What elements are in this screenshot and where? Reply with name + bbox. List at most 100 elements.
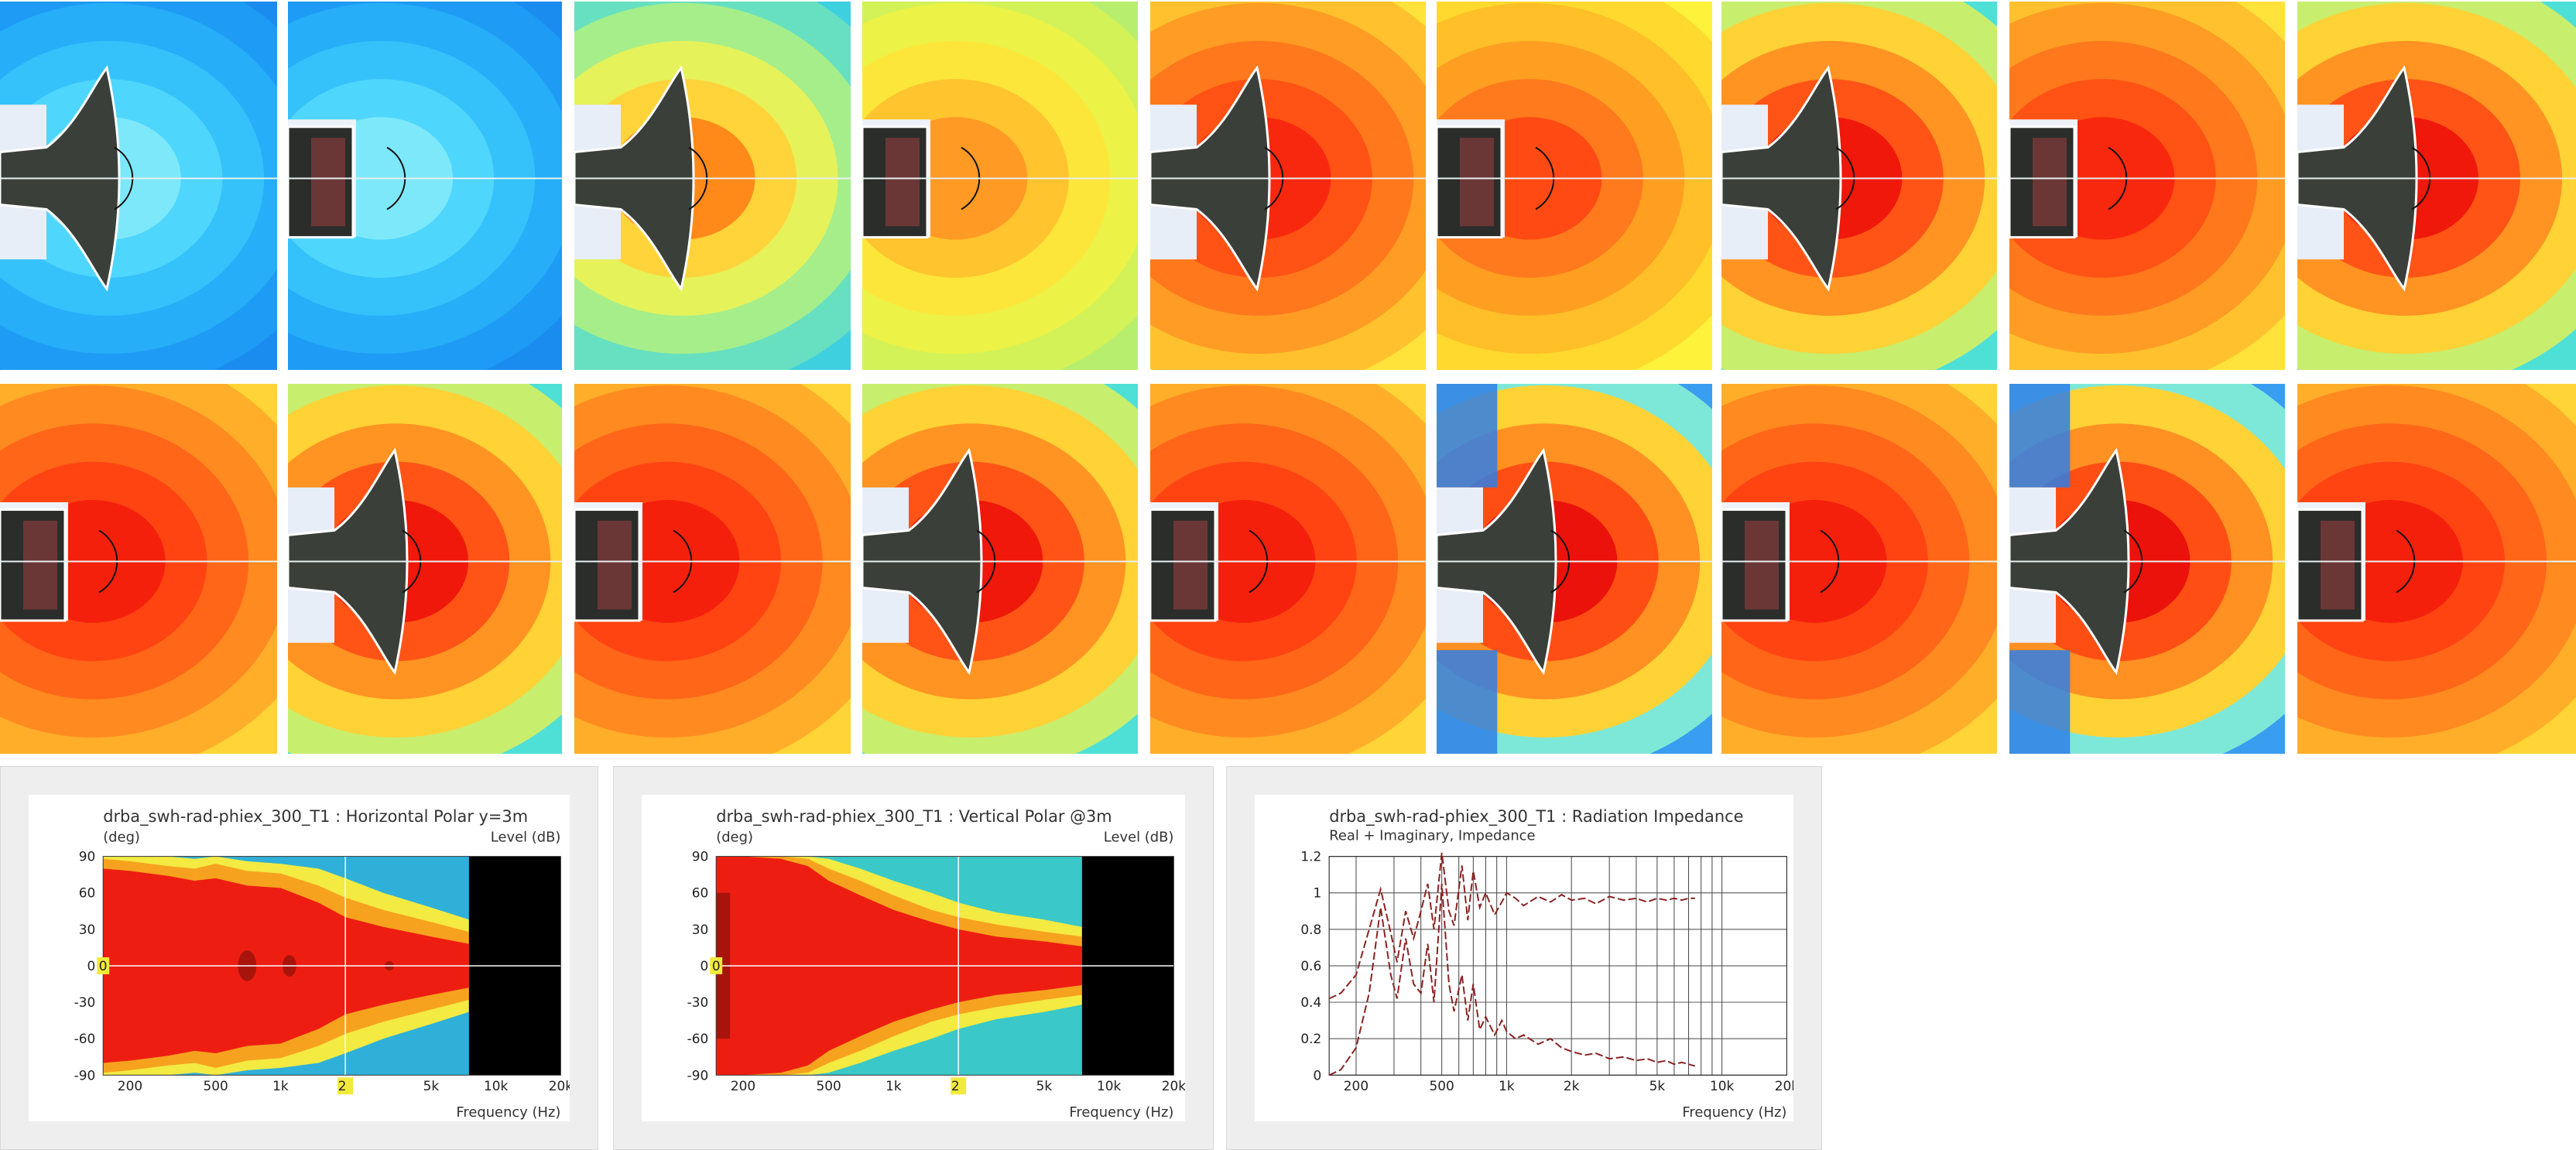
- x-tick-label: 5k: [1036, 1078, 1053, 1094]
- sound-field-plot: [1721, 384, 1997, 754]
- chart-title: drba_swh-rad-phiex_300_T1 : Vertical Pol…: [716, 807, 1112, 827]
- y-tick-label: 0.2: [1300, 1031, 1321, 1046]
- cursor-marker-label: 2: [951, 1078, 960, 1094]
- sound-field-plot: [1721, 2, 1997, 370]
- y-axis-label: (deg): [103, 830, 140, 846]
- cursor-marker-label: 2: [338, 1078, 347, 1094]
- x-tick-label: 20k: [1162, 1078, 1185, 1094]
- y-tick-label: -90: [687, 1067, 709, 1083]
- sound-field-tile: [2009, 2, 2285, 370]
- y-tick-label: -60: [74, 1031, 96, 1046]
- x-tick-label: 1k: [886, 1078, 902, 1094]
- y-tick-label: 90: [692, 849, 709, 864]
- x-axis-label: Frequency (Hz): [1682, 1104, 1786, 1121]
- driver-array: [1173, 520, 1208, 610]
- sound-field-tile: [2297, 2, 2576, 370]
- sound-field-plot: [2297, 384, 2576, 754]
- y-tick-label: 1.2: [1300, 849, 1321, 864]
- chart-subtitle: Real + Imaginary, Impedance: [1329, 828, 1535, 844]
- sound-field-plot: [1437, 384, 1712, 754]
- sound-field-tile: [1150, 2, 1426, 370]
- cursor-marker: [951, 1077, 967, 1095]
- impedance-series-line: [1328, 883, 1696, 1076]
- x-tick-label: 500: [817, 1078, 841, 1094]
- level-label: Level (dB): [491, 830, 561, 846]
- sound-field-tile: [1150, 384, 1426, 754]
- y-tick-label: 90: [79, 849, 96, 864]
- driver-array: [1460, 138, 1494, 227]
- x-axis-label: Frequency (Hz): [456, 1104, 560, 1121]
- sound-field-tile: [2297, 384, 2576, 754]
- sound-field-plot: [288, 2, 562, 370]
- driver-array: [598, 520, 632, 610]
- x-tick-label: 200: [731, 1078, 755, 1094]
- sound-field-tile: [574, 2, 851, 370]
- y-tick-label: 0: [1313, 1067, 1321, 1083]
- driver-array: [23, 520, 57, 610]
- x-tick-label: 500: [1430, 1078, 1454, 1094]
- y-tick-label: 30: [79, 922, 96, 937]
- vertical-polar-card: drba_swh-rad-phiex_300_T1 : Vertical Pol…: [642, 795, 1185, 1121]
- driver-array: [2033, 138, 2067, 227]
- off-axis-lobe: [1437, 384, 1498, 488]
- sound-field-plot: [574, 2, 851, 370]
- y-tick-label: -60: [687, 1031, 709, 1046]
- x-tick-label: 10k: [1097, 1078, 1122, 1094]
- sound-field-plot: [288, 384, 562, 754]
- cursor-marker: [337, 1077, 354, 1095]
- off-axis-lobe: [1437, 650, 1498, 754]
- chart-title: drba_swh-rad-phiex_300_T1 : Radiation Im…: [1329, 807, 1743, 827]
- vertical-polar-panel: drba_swh-rad-phiex_300_T1 : Vertical Pol…: [613, 766, 1214, 1150]
- x-tick-label: 10k: [484, 1078, 509, 1094]
- sound-field-tile: [288, 384, 562, 754]
- sound-field-tile: [1437, 384, 1712, 754]
- y-tick-label: 0.4: [1300, 994, 1321, 1010]
- sound-field-tile: [2009, 384, 2285, 754]
- driver-array: [2321, 520, 2355, 610]
- x-tick-label: 200: [118, 1078, 142, 1094]
- sound-field-tile: [1437, 2, 1712, 370]
- y-tick-label: -90: [74, 1067, 96, 1083]
- sound-field-tile: [862, 384, 1138, 754]
- x-tick-label: 20k: [549, 1078, 570, 1094]
- x-tick-label: 5k: [423, 1078, 440, 1094]
- sound-field-plot: [2009, 2, 2285, 370]
- sound-field-plot: [2009, 384, 2285, 754]
- sound-field-plot: [862, 2, 1138, 370]
- sound-field-plot: [2297, 2, 2576, 370]
- y-tick-label: 60: [692, 885, 709, 901]
- sound-field-plot: [862, 384, 1138, 754]
- sound-field-plot: [574, 384, 851, 754]
- impedance-series-line: [1328, 852, 1695, 1000]
- zero-marker: [710, 957, 723, 974]
- y-tick-label: 0.6: [1300, 958, 1321, 974]
- x-tick-label: 1k: [1499, 1078, 1515, 1094]
- y-tick-label: 0: [87, 958, 95, 974]
- off-axis-lobe: [2009, 384, 2071, 488]
- y-tick-label: 0: [700, 958, 708, 974]
- level-label: Level (dB): [1104, 830, 1174, 846]
- sound-field-plot: [1437, 2, 1712, 370]
- y-tick-label: 0.8: [1300, 922, 1321, 937]
- sound-field-plot: [1150, 2, 1426, 370]
- x-tick-label: 5k: [1649, 1078, 1666, 1094]
- y-tick-label: 1: [1313, 885, 1321, 901]
- y-tick-label: -30: [74, 994, 96, 1010]
- radiation-impedance-panel: drba_swh-rad-phiex_300_T1 : Radiation Im…: [1226, 766, 1822, 1150]
- x-tick-label: 1k: [272, 1078, 289, 1094]
- sound-field-tile: [0, 384, 277, 754]
- x-axis-label: Frequency (Hz): [1069, 1104, 1173, 1121]
- plot-frame: [1328, 856, 1787, 1076]
- sound-field-tile: [1721, 384, 1997, 754]
- zero-marker-label: 0: [99, 958, 108, 974]
- sound-field-plot: [1150, 384, 1426, 754]
- y-tick-label: 60: [79, 885, 96, 901]
- sound-field-plot: [0, 2, 277, 370]
- radiation-impedance-card: drba_swh-rad-phiex_300_T1 : Radiation Im…: [1255, 795, 1793, 1121]
- driver-array: [886, 138, 920, 227]
- chart-title: drba_swh-rad-phiex_300_T1 : Horizontal P…: [103, 807, 528, 827]
- y-tick-label: 30: [692, 922, 709, 937]
- driver-array: [1745, 520, 1779, 610]
- off-axis-lobe: [2009, 650, 2071, 754]
- y-axis-label: (deg): [716, 830, 753, 846]
